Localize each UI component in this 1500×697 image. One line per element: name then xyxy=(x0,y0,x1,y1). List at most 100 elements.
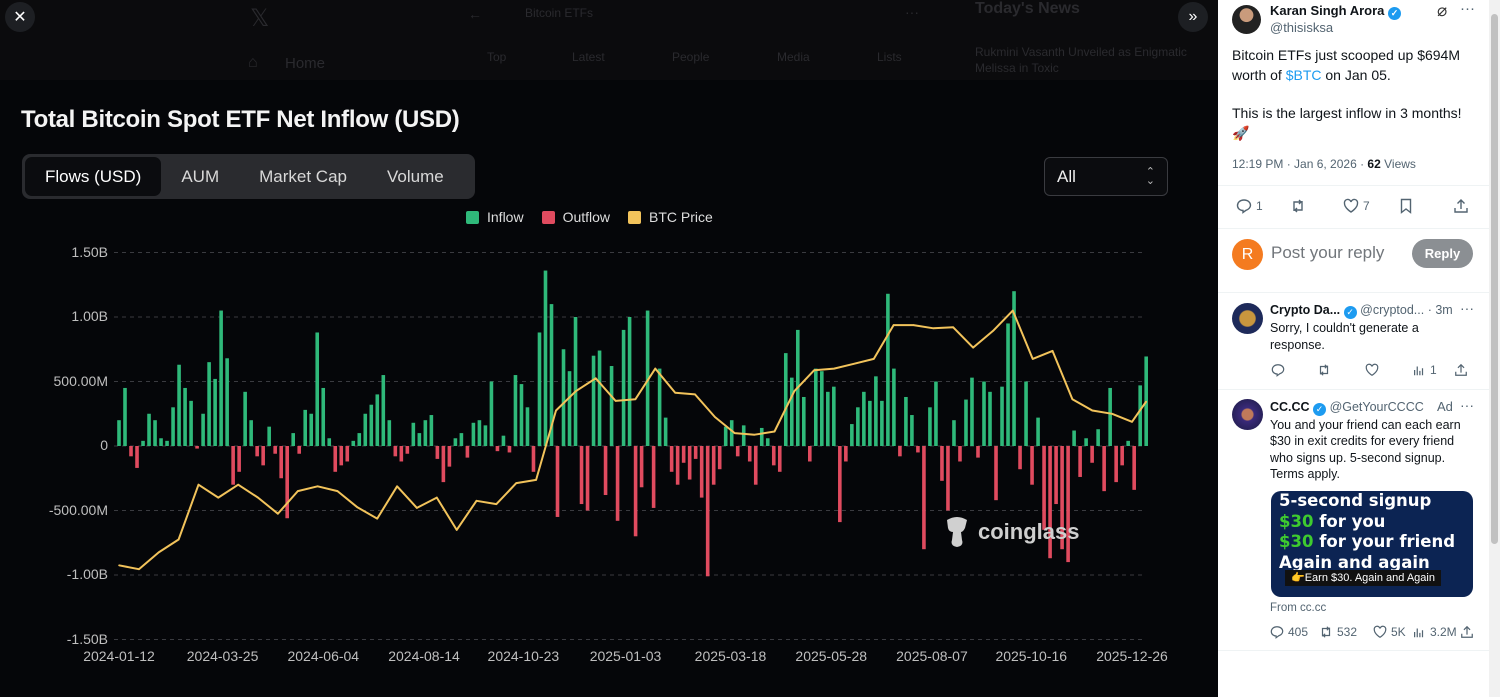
tab-volume[interactable]: Volume xyxy=(387,166,444,186)
inflow-bar xyxy=(429,415,434,446)
chart-legend: Inflow Outflow BTC Price xyxy=(466,209,713,225)
tab-flows[interactable]: Flows (USD) xyxy=(25,157,162,196)
x-tick-label: 2024-01-12 xyxy=(83,648,155,664)
tab-aum[interactable]: AUM xyxy=(181,166,220,186)
btc-price-point xyxy=(515,482,518,484)
more-icon[interactable]: ··· xyxy=(1460,300,1474,316)
share-action[interactable] xyxy=(1453,198,1469,214)
reply-action[interactable]: 1 xyxy=(1236,198,1263,214)
inflow-bar xyxy=(525,407,530,446)
avatar[interactable] xyxy=(1232,5,1261,34)
inflow-bar xyxy=(627,317,632,446)
ad-handle[interactable]: @GetYourCCCC xyxy=(1329,400,1424,414)
outflow-bar xyxy=(135,446,139,468)
tab-market-cap[interactable]: Market Cap xyxy=(259,166,347,186)
range-select[interactable]: All ⌃ ⌄ xyxy=(1044,157,1168,196)
reply-input[interactable]: Post your reply xyxy=(1271,243,1385,262)
expand-button[interactable]: » xyxy=(1178,2,1208,32)
legend-btc-price[interactable]: BTC Price xyxy=(628,209,713,225)
outflow-bar xyxy=(1132,446,1136,490)
verified-badge-icon: ✓ xyxy=(1343,306,1357,319)
inflow-bar xyxy=(1108,387,1112,446)
cashtag-link[interactable]: $BTC xyxy=(1285,67,1322,83)
scrollbar-thumb[interactable] xyxy=(1491,14,1498,544)
repost-action[interactable] xyxy=(1317,362,1331,378)
inflow-bar xyxy=(1072,430,1076,446)
reply-action[interactable] xyxy=(1271,362,1285,378)
inflow-bar xyxy=(375,394,380,446)
inflow-bar xyxy=(814,368,818,446)
x-tick-label: 2024-06-04 xyxy=(287,648,360,664)
legend-swatch xyxy=(628,210,642,224)
ad-source[interactable]: From cc.cc xyxy=(1270,602,1327,614)
background-page: 𝕏 ← Bitcoin ETFs ··· Today's News ⌂ Home… xyxy=(0,0,1218,80)
inflow-bar xyxy=(904,396,908,446)
like-action[interactable] xyxy=(1365,362,1379,378)
outflow-bar xyxy=(681,446,686,463)
share-action[interactable] xyxy=(1460,624,1474,640)
btc-price-point xyxy=(634,398,637,401)
x-logo: 𝕏 xyxy=(250,5,270,32)
bg-tab: Latest xyxy=(572,50,605,64)
legend-outflow[interactable]: Outflow xyxy=(541,209,610,225)
views-action[interactable]: 3.2M xyxy=(1412,624,1457,640)
views-action[interactable]: 1 xyxy=(1412,362,1437,378)
bookmark-action[interactable] xyxy=(1398,198,1414,214)
outflow-bar xyxy=(898,446,902,457)
like-action[interactable]: 5K xyxy=(1373,624,1406,640)
legend-inflow[interactable]: Inflow xyxy=(466,209,524,225)
reply-handle[interactable]: @cryptod... · 3m xyxy=(1360,303,1453,317)
btc-price-point xyxy=(753,433,756,436)
reply-action[interactable]: 405 xyxy=(1270,624,1308,640)
btc-price-point xyxy=(297,490,299,492)
inflow-bar xyxy=(1012,291,1016,446)
inflow-bar xyxy=(387,420,392,446)
reply-author-name[interactable]: Crypto Da... xyxy=(1270,303,1341,317)
bg-news-item: Rukmini Vasanth Unveiled as Enigmatic Me… xyxy=(975,45,1187,75)
views-label: Views xyxy=(1380,157,1416,171)
author-name[interactable]: Karan Singh Arora xyxy=(1270,3,1385,18)
inflow-bar xyxy=(219,310,223,446)
inflow-bar xyxy=(741,425,746,446)
share-action[interactable] xyxy=(1454,362,1468,378)
btc-price-point xyxy=(1131,421,1133,423)
inflow-bar xyxy=(952,420,956,446)
close-button[interactable]: ✕ xyxy=(5,2,35,32)
reply-count: 1 xyxy=(1256,199,1263,213)
reply-icon xyxy=(1270,626,1284,639)
ad-image[interactable]: 5-second signup $30 for you $30 for your… xyxy=(1271,491,1473,597)
tweet-timestamp[interactable]: 12:19 PM · Jan 6, 2026 · xyxy=(1232,157,1368,171)
btc-price-point xyxy=(1012,309,1014,312)
inflow-bar xyxy=(519,384,524,446)
y-tick-label: -1.00B xyxy=(66,566,108,582)
inflow-bar xyxy=(862,391,866,446)
ad-avatar[interactable] xyxy=(1232,399,1263,430)
author-handle[interactable]: @thisisksa xyxy=(1270,20,1334,35)
btc-price-point xyxy=(1111,413,1113,415)
scrollbar[interactable] xyxy=(1489,0,1500,697)
outflow-bar xyxy=(633,446,638,537)
btc-price-point xyxy=(952,326,954,329)
inflow-bar xyxy=(729,420,734,446)
repost-action[interactable]: 532 xyxy=(1319,624,1357,640)
btc-price-point xyxy=(813,369,815,372)
outflow-bar xyxy=(651,446,656,508)
ad-label: Ad xyxy=(1437,399,1453,414)
btc-price-point xyxy=(1071,398,1074,401)
grok-icon[interactable]: ⌀ xyxy=(1437,1,1448,20)
inflow-bar xyxy=(856,407,860,446)
ad-author-name[interactable]: CC.CC xyxy=(1270,400,1310,414)
reply-text: response. xyxy=(1270,338,1325,352)
btc-price-point xyxy=(614,400,617,402)
user-avatar[interactable]: R xyxy=(1232,239,1263,270)
x-tick-label: 2024-08-14 xyxy=(388,648,460,664)
like-action[interactable]: 7 xyxy=(1343,198,1370,214)
reply-avatar[interactable] xyxy=(1232,303,1263,334)
reply-button[interactable]: Reply xyxy=(1412,239,1473,268)
inflow-bar xyxy=(153,420,157,446)
outflow-bar xyxy=(1090,446,1094,463)
more-icon[interactable]: ··· xyxy=(1460,0,1475,17)
more-icon[interactable]: ··· xyxy=(1460,397,1474,413)
outflow-bar xyxy=(1120,446,1124,466)
repost-action[interactable] xyxy=(1290,198,1306,214)
